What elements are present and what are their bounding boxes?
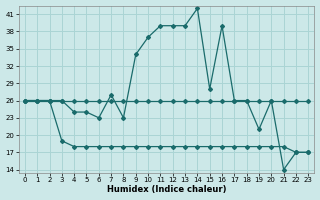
X-axis label: Humidex (Indice chaleur): Humidex (Indice chaleur) xyxy=(107,185,226,194)
